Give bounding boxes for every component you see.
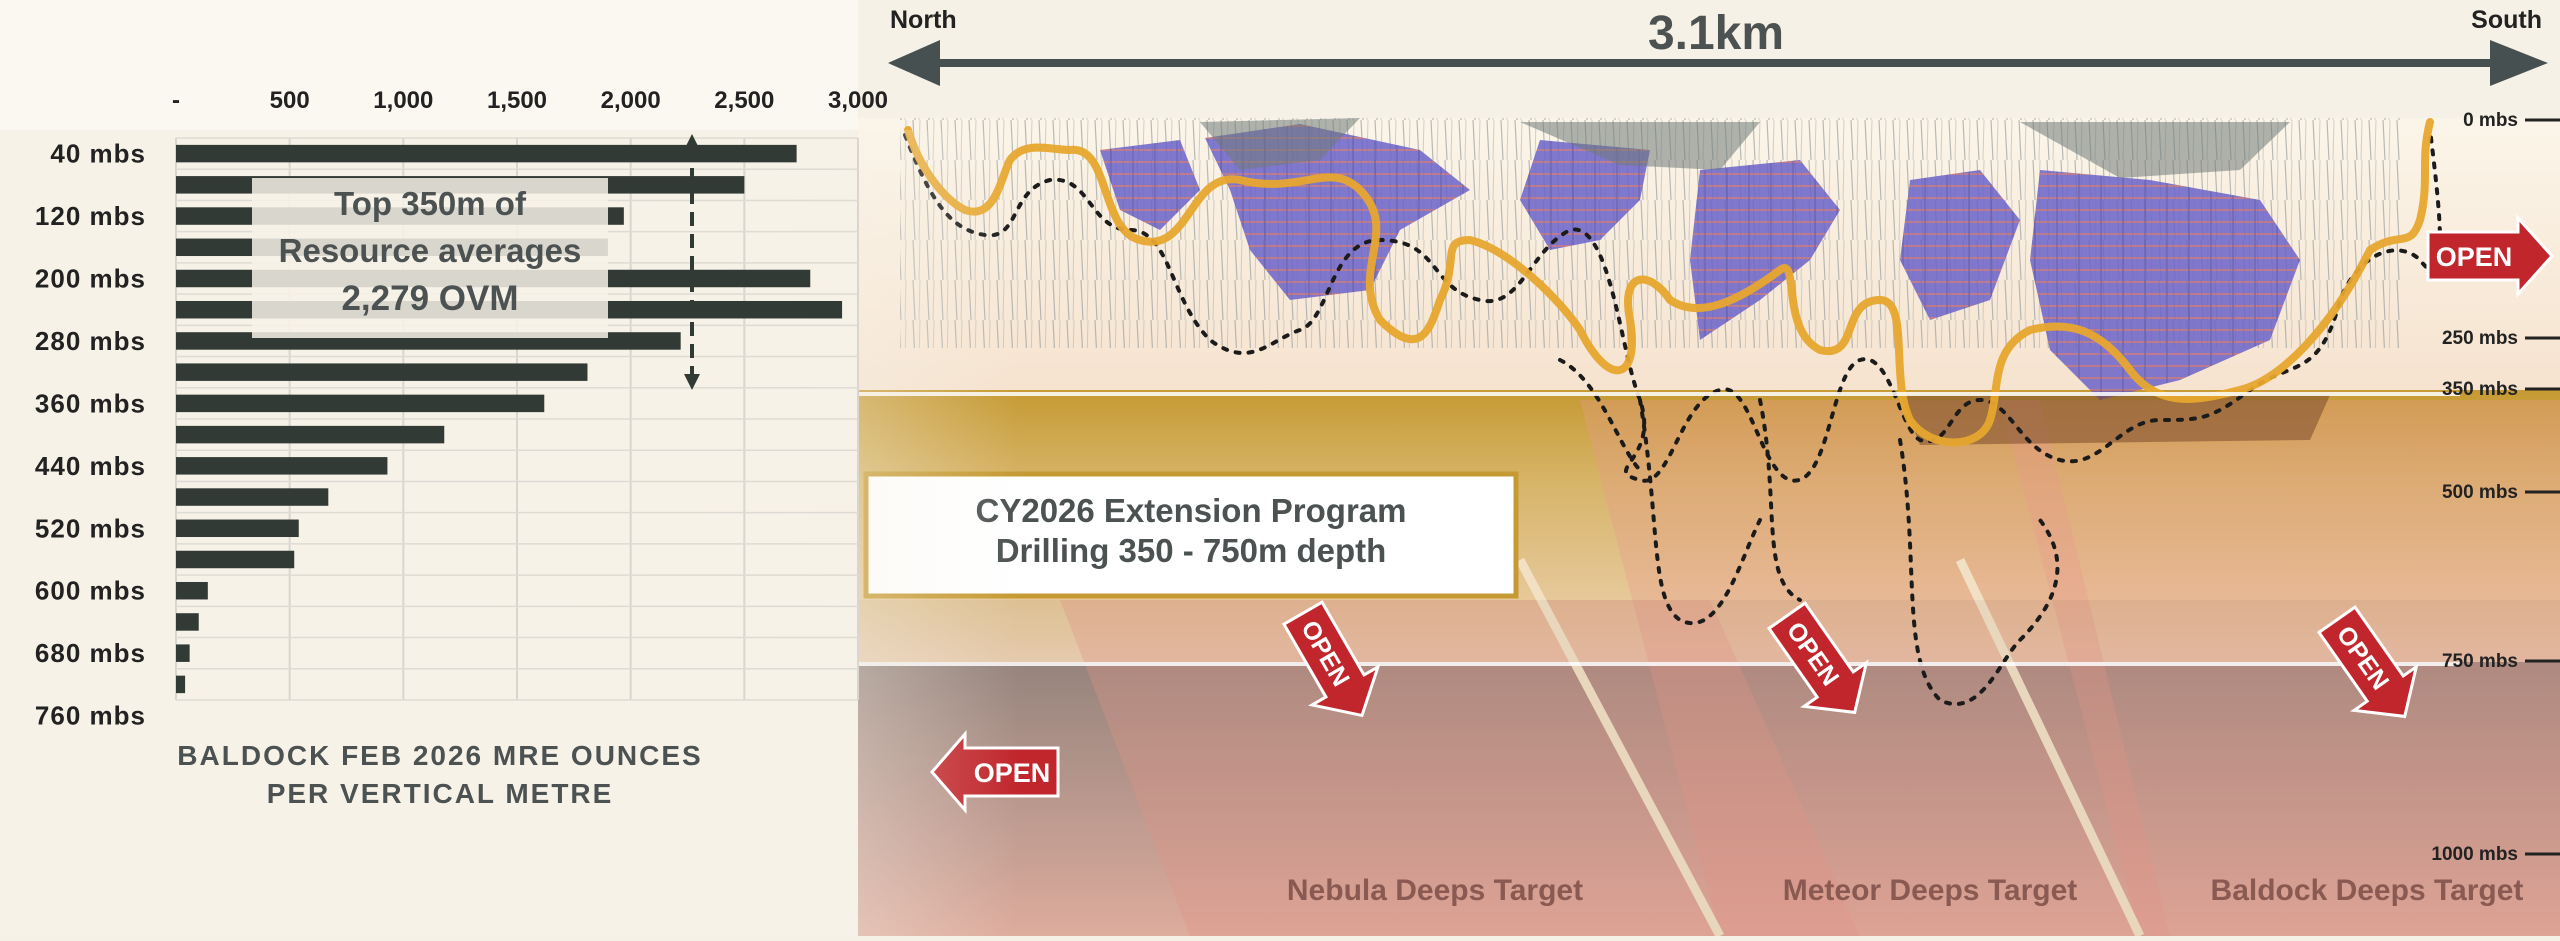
arrow-left-icon	[888, 40, 940, 86]
bar	[176, 550, 295, 569]
y-tick-label: 520 mbs	[35, 513, 146, 543]
bar	[176, 675, 186, 694]
chart-header-backdrop	[0, 0, 858, 130]
annotation-line-3: 2,279 OVM	[341, 279, 518, 318]
y-tick-label: 200 mbs	[35, 264, 146, 294]
chart-annotation: Top 350m of Resource averages 2,279 OVM	[252, 134, 700, 390]
open-arrow-south: OPEN	[2426, 214, 2555, 298]
y-tick-label: 40 mbs	[50, 139, 146, 169]
x-tick-label: 500	[270, 87, 310, 114]
x-tick-label: 2,000	[601, 87, 661, 114]
depth-label-1000: 1000 mbs	[2431, 844, 2518, 865]
annotation-line-1: Top 350m of	[334, 185, 527, 222]
program-line-1: CY2026 Extension Program	[976, 492, 1407, 529]
bar	[176, 144, 797, 163]
open-label: OPEN	[2436, 242, 2513, 272]
length-scale: North South 3.1km	[888, 6, 2548, 86]
annotation-line-2: Resource averages	[279, 232, 582, 269]
depth-scale: 0 mbs 250 mbs 350 mbs 500 mbs 750 mbs 10…	[2431, 110, 2560, 865]
program-line-2: Drilling 350 - 750m depth	[996, 532, 1387, 569]
chart-title-line-2: PER VERTICAL METRE	[267, 778, 614, 809]
arrow-up-icon	[684, 134, 700, 150]
bar	[176, 613, 199, 631]
depth-label-0: 0 mbs	[2463, 110, 2518, 131]
x-tick-label: 1,000	[373, 87, 433, 114]
bar	[176, 581, 208, 600]
chart-title-line-1: BALDOCK FEB 2026 MRE OUNCES	[177, 740, 702, 771]
x-tick-label: -	[172, 87, 180, 114]
y-tick-label: 680 mbs	[35, 638, 146, 668]
depth-label-750: 750 mbs	[2442, 651, 2518, 672]
y-tick-label: 600 mbs	[35, 576, 146, 606]
depth-label-250: 250 mbs	[2442, 328, 2518, 349]
arrow-right-icon	[2490, 40, 2548, 86]
bar	[176, 363, 588, 381]
bar	[176, 519, 299, 538]
target-baldock: Baldock Deeps Target	[2211, 874, 2524, 907]
y-tick-label: 280 mbs	[35, 326, 146, 356]
x-tick-label: 1,500	[487, 87, 547, 114]
y-tick-label: 760 mbs	[35, 701, 146, 731]
depth-label-500: 500 mbs	[2442, 482, 2518, 503]
depth-lines	[858, 392, 2460, 666]
y-tick-label: 360 mbs	[35, 388, 146, 418]
x-tick-label: 2,500	[714, 87, 774, 114]
x-tick-label: 3,000	[828, 87, 888, 114]
bar	[176, 457, 388, 475]
bar	[176, 425, 445, 444]
arrow-down-icon	[684, 374, 700, 390]
bar	[176, 394, 545, 413]
chart-title: BALDOCK FEB 2026 MRE OUNCES PER VERTICAL…	[177, 740, 702, 809]
target-nebula: Nebula Deeps Target	[1287, 874, 1583, 907]
orebody-outlines	[903, 118, 2442, 706]
resource-blocks	[900, 118, 2400, 445]
bar	[176, 644, 190, 662]
y-tick-label: 440 mbs	[35, 451, 146, 481]
bar	[176, 488, 329, 506]
depth-label-350: 350 mbs	[2442, 379, 2518, 400]
south-label: South	[2471, 6, 2542, 34]
target-meteor: Meteor Deeps Target	[1783, 874, 2078, 907]
target-labels: Nebula Deeps Target Meteor Deeps Target …	[1287, 874, 2524, 907]
north-label: North	[890, 6, 957, 34]
y-tick-label: 120 mbs	[35, 201, 146, 231]
length-label: 3.1km	[1648, 7, 1784, 60]
